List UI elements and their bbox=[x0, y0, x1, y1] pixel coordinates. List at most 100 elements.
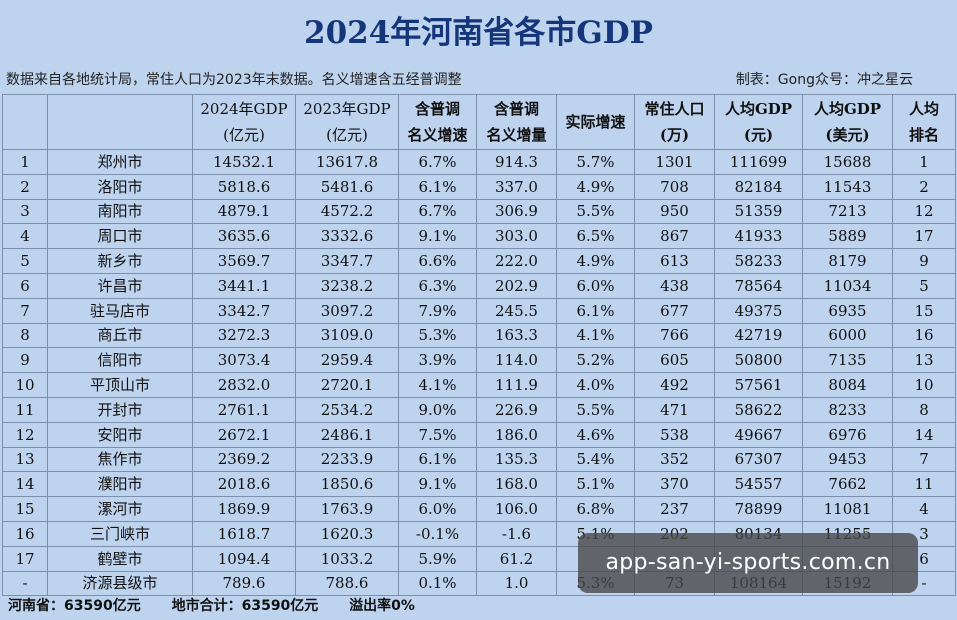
table-cell: 5 bbox=[2, 248, 48, 274]
table-cell: 16 bbox=[892, 322, 956, 349]
table-cell: 6.7% bbox=[398, 198, 477, 225]
table-cell: 135.3 bbox=[476, 446, 557, 473]
table-cell: 111.9 bbox=[476, 372, 557, 398]
table-cell: 3635.6 bbox=[192, 223, 296, 250]
table-cell: 三门峡市 bbox=[47, 520, 193, 547]
table-cell: 平顶山市 bbox=[47, 372, 193, 398]
table-cell: 3272.3 bbox=[192, 322, 296, 349]
table-cell: 焦作市 bbox=[47, 446, 193, 473]
city-sum: 地市合计：63590亿元 bbox=[171, 598, 319, 614]
table-cell: 1618.7 bbox=[192, 520, 296, 547]
table-cell: 492 bbox=[634, 372, 715, 398]
table-cell: 信阳市 bbox=[47, 347, 193, 374]
table-cell: 7 bbox=[2, 297, 48, 324]
table-cell: -0.1% bbox=[398, 520, 477, 547]
table-cell: 5.5% bbox=[556, 198, 635, 225]
table-cell: 8233 bbox=[802, 396, 893, 423]
table-cell: 1620.3 bbox=[295, 520, 399, 547]
table-cell: 4.1% bbox=[398, 372, 477, 398]
table-cell: 2832.0 bbox=[192, 372, 296, 398]
table-row: 15 漯河市 1869.9 1763.9 6.0% 106.0 6.8% 237 78899 11… bbox=[2, 496, 956, 522]
header-cell bbox=[2, 94, 48, 150]
header-cell: 人均GDP (美元) bbox=[802, 94, 893, 150]
table-cell: 3332.6 bbox=[295, 223, 399, 250]
table-cell: 1301 bbox=[634, 149, 715, 175]
table-cell: 7662 bbox=[802, 471, 893, 498]
table-cell: 5.1% bbox=[556, 471, 635, 498]
table-cell: 4 bbox=[2, 223, 48, 250]
table-cell: 337.0 bbox=[476, 173, 557, 200]
table-cell: 8 bbox=[892, 396, 956, 423]
table-cell: 2369.2 bbox=[192, 446, 296, 473]
table-cell: 5.7% bbox=[556, 149, 635, 175]
table-cell: 111699 bbox=[714, 149, 803, 175]
table-cell: 5.9% bbox=[398, 545, 477, 572]
table-row: 8 商丘市 3272.3 3109.0 5.3% 163.3 4.1% 766 42719 600… bbox=[2, 322, 956, 349]
table-cell: 471 bbox=[634, 396, 715, 423]
table-row: 9 信阳市 3073.4 2959.4 3.9% 114.0 5.2% 605 50800 713… bbox=[2, 347, 956, 374]
table-cell: 15 bbox=[2, 496, 48, 522]
table-cell: 226.9 bbox=[476, 396, 557, 423]
table-cell: 2 bbox=[2, 173, 48, 200]
table-cell: 50800 bbox=[714, 347, 803, 374]
table-cell: 3097.2 bbox=[295, 297, 399, 324]
table-cell: 3.9% bbox=[398, 347, 477, 374]
table-cell: 14 bbox=[2, 471, 48, 498]
header-cell: 人均GDP (元) bbox=[714, 94, 803, 150]
table-cell: 6.3% bbox=[398, 272, 477, 299]
table-cell: 789.6 bbox=[192, 570, 296, 597]
table-cell: 6.7% bbox=[398, 149, 477, 175]
table-cell: 7.5% bbox=[398, 421, 477, 448]
header-cell: 常住人口 (万) bbox=[634, 94, 715, 150]
table-cell: 6.1% bbox=[556, 297, 635, 324]
table-cell: 613 bbox=[634, 248, 715, 274]
table-cell: 13617.8 bbox=[295, 149, 399, 175]
table-cell: 306.9 bbox=[476, 198, 557, 225]
table-cell: 11 bbox=[2, 396, 48, 423]
page-title: 2024年河南省各市GDP bbox=[304, 15, 653, 51]
table-row: 2 洛阳市 5818.6 5481.6 6.1% 337.0 4.9% 708 82184 115… bbox=[2, 173, 956, 200]
table-cell: 57561 bbox=[714, 372, 803, 398]
table-cell: 605 bbox=[634, 347, 715, 374]
table-cell: 3073.4 bbox=[192, 347, 296, 374]
table-cell: 41933 bbox=[714, 223, 803, 250]
table-row: 6 许昌市 3441.1 3238.2 6.3% 202.9 6.0% 438 78564 110… bbox=[2, 272, 956, 299]
table-row: 13 焦作市 2369.2 2233.9 6.1% 135.3 5.4% 352 67307 94… bbox=[2, 446, 956, 473]
table-cell: 9.1% bbox=[398, 223, 477, 250]
table-cell: 13 bbox=[2, 446, 48, 473]
table-cell: 1850.6 bbox=[295, 471, 399, 498]
table-cell: 6.6% bbox=[398, 248, 477, 274]
table-cell: 14532.1 bbox=[192, 149, 296, 175]
header-cell: 2023年GDP (亿元) bbox=[295, 94, 399, 150]
table-cell: 950 bbox=[634, 198, 715, 225]
table-cell: 安阳市 bbox=[47, 421, 193, 448]
table-header-row: 2024年GDP (亿元) 2023年GDP (亿元) 含普调 名义增速 含普调 名义增量 实际… bbox=[2, 94, 956, 150]
table-cell: 4.0% bbox=[556, 372, 635, 398]
table-cell: 7 bbox=[892, 446, 956, 473]
watermark-overlay: app-san-yi-sports.com.cn bbox=[578, 533, 918, 593]
table-cell: 5 bbox=[892, 272, 956, 299]
table-row: 10 平顶山市 2832.0 2720.1 4.1% 111.9 4.0% 492 57561 8… bbox=[2, 372, 956, 398]
table-cell: 114.0 bbox=[476, 347, 557, 374]
table-cell: 7135 bbox=[802, 347, 893, 374]
table-cell: 3569.7 bbox=[192, 248, 296, 274]
table-cell: 4.1% bbox=[556, 322, 635, 349]
table-cell: 6000 bbox=[802, 322, 893, 349]
table-cell: 3 bbox=[2, 198, 48, 225]
table-cell: 济源县级市 bbox=[47, 570, 193, 597]
table-cell: 2959.4 bbox=[295, 347, 399, 374]
table-cell: 202.9 bbox=[476, 272, 557, 299]
table-cell: 42719 bbox=[714, 322, 803, 349]
table-cell: 867 bbox=[634, 223, 715, 250]
table-cell: 61.2 bbox=[476, 545, 557, 572]
table-body: 1 郑州市 14532.1 13617.8 6.7% 914.3 5.7% 1301 11169… bbox=[2, 149, 956, 597]
header-cell: 人均 排名 bbox=[892, 94, 956, 150]
table-cell: 6.1% bbox=[398, 173, 477, 200]
table-cell: 51359 bbox=[714, 198, 803, 225]
table-cell: -1.6 bbox=[476, 520, 557, 547]
header-cell: 实际增速 bbox=[556, 94, 635, 150]
summary-footer: 河南省：63590亿元 地市合计：63590亿元 溢出率0% bbox=[8, 594, 441, 618]
table-cell: 3109.0 bbox=[295, 322, 399, 349]
table-cell: 14 bbox=[892, 421, 956, 448]
table-cell: 12 bbox=[892, 198, 956, 225]
